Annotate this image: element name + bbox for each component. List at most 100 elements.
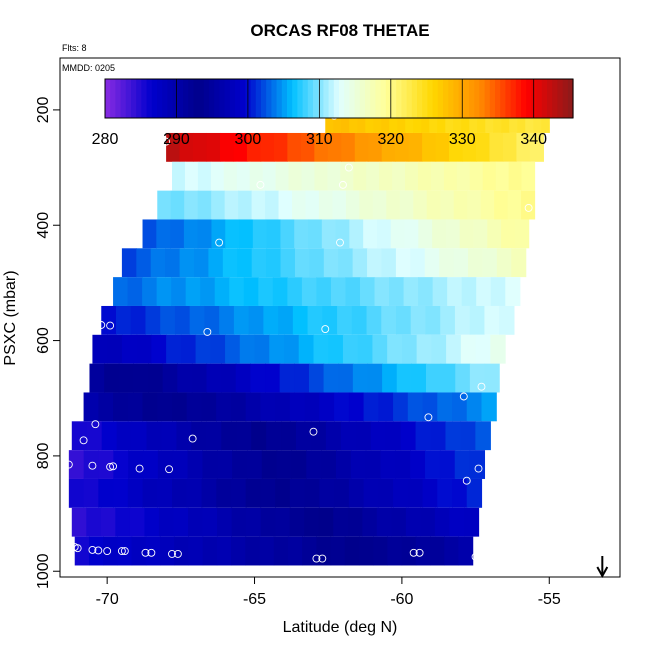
colorbar-segment xyxy=(515,79,522,118)
heatmap-cell xyxy=(200,277,216,306)
colorbar-segment xyxy=(292,79,298,118)
heatmap-cell xyxy=(449,507,465,537)
heatmap-cell xyxy=(237,248,253,278)
heatmap-cell xyxy=(338,363,354,393)
heatmap-cell xyxy=(216,478,232,508)
heatmap-cell xyxy=(490,277,506,306)
heatmap-cell xyxy=(410,450,426,479)
heatmap-cell xyxy=(467,190,482,220)
heatmap-cell xyxy=(386,190,401,220)
heatmap-cell xyxy=(130,305,147,335)
observation-point xyxy=(73,544,82,553)
heatmap-cell xyxy=(495,161,510,191)
heatmap-cell xyxy=(413,104,422,133)
colorbar-tick-label: 280 xyxy=(92,131,119,148)
heatmap-cell xyxy=(340,161,354,191)
heatmap-cell xyxy=(248,305,264,335)
heatmap-cell xyxy=(142,392,158,422)
x-tick-label: -70 xyxy=(96,591,119,608)
heatmap-cell xyxy=(359,190,374,220)
colorbar-ticks: 280 290 300 310 320 330 340 xyxy=(92,79,547,148)
heatmap-cell xyxy=(501,104,510,133)
heatmap-cell xyxy=(458,536,474,566)
heatmap-cell xyxy=(345,277,361,306)
heatmap-cell xyxy=(180,334,197,364)
heatmap-cell xyxy=(327,132,342,162)
heatmap-cell xyxy=(335,219,350,249)
heatmap-cell xyxy=(251,248,267,278)
heatmap-cell xyxy=(321,219,337,249)
heatmap-cell xyxy=(318,507,334,537)
observation-point xyxy=(415,548,424,557)
colorbar-tick-label: 330 xyxy=(449,131,476,148)
colorbar-segment xyxy=(411,79,418,118)
heatmap-cell xyxy=(260,392,276,422)
observation-point xyxy=(165,465,174,474)
observation-point xyxy=(477,382,486,391)
heatmap-cell xyxy=(373,104,382,133)
heatmap-cell xyxy=(266,421,282,451)
heatmap-cell xyxy=(372,190,387,220)
heatmap-cell xyxy=(291,450,307,479)
heatmap-cell xyxy=(444,536,460,566)
heatmap-cell xyxy=(121,248,137,278)
observation-point xyxy=(459,392,468,401)
observation-point xyxy=(312,554,321,563)
heatmap-cell xyxy=(104,363,120,393)
heatmap-cell xyxy=(437,478,453,508)
colorbar-segment xyxy=(120,79,127,118)
heatmap-cell xyxy=(86,507,102,537)
heatmap-cell xyxy=(395,450,411,479)
heatmap-cell xyxy=(239,219,254,249)
heatmap-cell xyxy=(117,536,133,566)
heatmap-cell xyxy=(521,161,536,191)
colorbar-segment xyxy=(250,79,257,118)
heatmap-cell xyxy=(378,478,394,508)
heatmap-cell xyxy=(261,450,278,479)
heatmap-cell xyxy=(440,305,456,335)
heatmap-cell xyxy=(489,132,504,162)
heatmap-cell xyxy=(322,305,338,335)
colorbar-tick-label: 300 xyxy=(235,131,262,148)
heatmap-cell xyxy=(201,478,217,508)
heatmap-cell xyxy=(496,248,512,278)
heatmap-cell xyxy=(287,277,303,306)
observation-point xyxy=(162,137,171,146)
heatmap-cell xyxy=(494,190,509,220)
heatmap-cell xyxy=(116,305,132,335)
heatmap-cell xyxy=(144,507,160,537)
heatmap-cell xyxy=(437,104,446,133)
heatmap-cell xyxy=(306,450,322,479)
heatmap-cell xyxy=(74,536,90,566)
heatmap-cell xyxy=(202,450,218,479)
heatmap-cell xyxy=(239,334,256,364)
colorbar-segment xyxy=(380,79,387,118)
heatmap-cell xyxy=(475,421,491,451)
heatmap-cell xyxy=(370,421,387,451)
heatmap-cell xyxy=(529,132,544,162)
heatmap-cell xyxy=(310,421,327,451)
observation-point xyxy=(97,321,106,329)
observation-point xyxy=(530,307,539,316)
colorbar-segment xyxy=(188,79,194,118)
colorbar-segment xyxy=(115,79,122,118)
heatmap-cell xyxy=(348,392,365,422)
heatmap-cell xyxy=(289,392,306,422)
heatmap-cell xyxy=(280,219,295,249)
heatmap-cell xyxy=(225,219,240,249)
x-tick-label: -55 xyxy=(538,591,561,608)
heatmap-cell xyxy=(225,334,241,364)
heatmap-cell xyxy=(231,536,246,566)
heatmap-cell xyxy=(508,161,523,191)
heatmap-cell xyxy=(358,536,374,566)
heatmap-cell xyxy=(399,190,414,220)
heatmap-cell xyxy=(430,421,447,451)
heatmap-cell xyxy=(236,161,251,191)
heatmap-cell xyxy=(453,190,468,220)
colorbar-segment xyxy=(110,79,116,118)
heatmap-cell xyxy=(272,277,288,306)
heatmap-cell xyxy=(307,305,323,335)
heatmap-cell xyxy=(480,190,495,220)
heatmap-cell xyxy=(246,132,262,162)
observation-point xyxy=(106,462,115,471)
